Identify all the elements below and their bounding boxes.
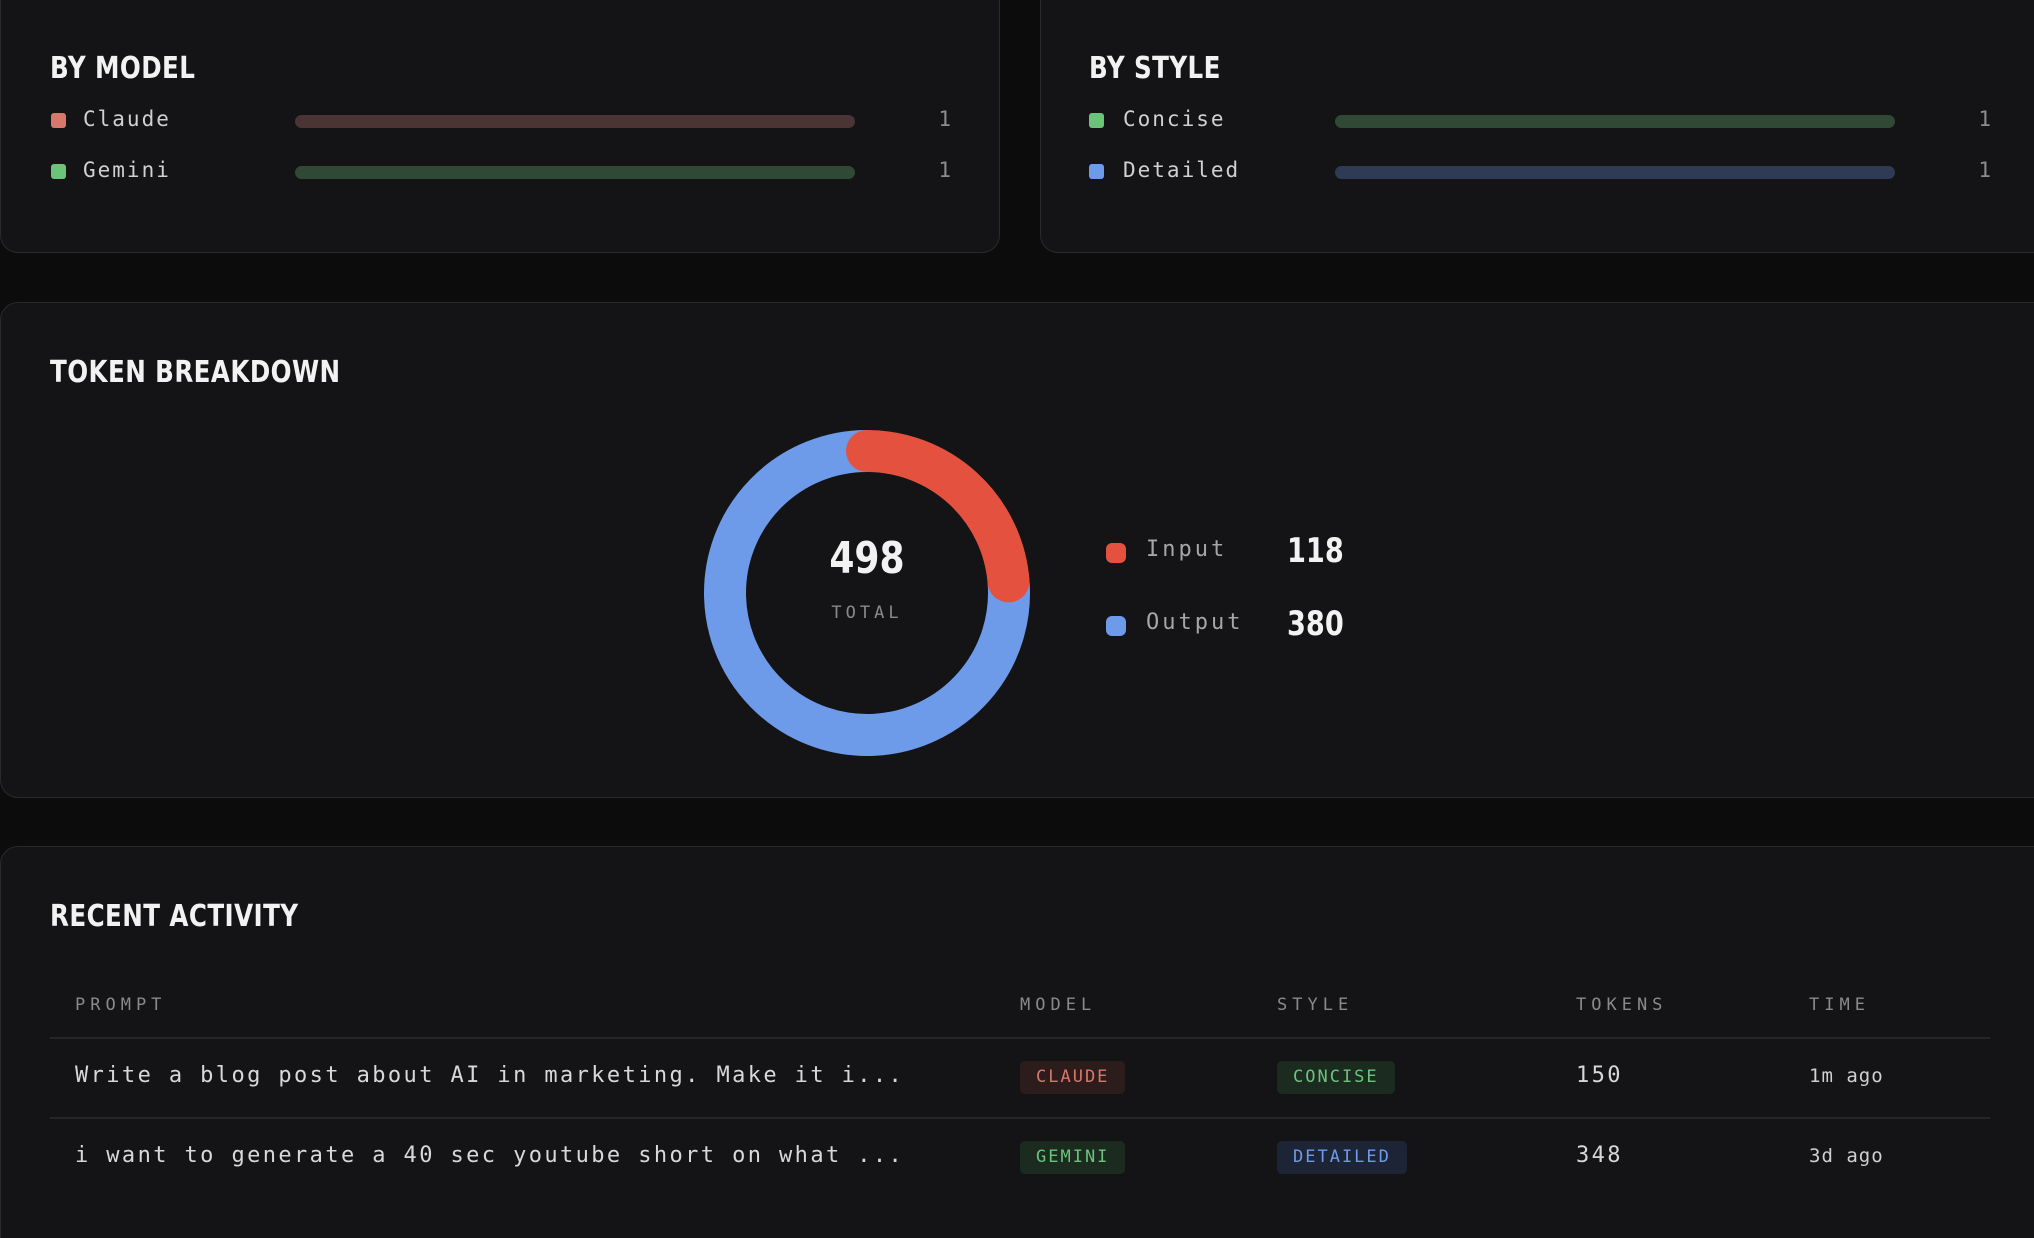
model-bar-track: [295, 166, 855, 179]
legend-output: Output 380: [1106, 604, 1406, 644]
input-color-dot: [1106, 543, 1126, 563]
donut-total-caption: TOTAL: [831, 603, 903, 623]
model-badge: GEMINI: [1020, 1141, 1126, 1174]
style-row-concise: Concise 1: [1041, 105, 2034, 135]
model-row-gemini: Gemini 1: [1, 156, 999, 186]
token-donut-chart: 498 TOTAL: [701, 427, 1033, 759]
style-label: Detailed: [1123, 158, 1241, 182]
by-style-card: BY STYLE Concise 1 Detailed 1: [1040, 0, 2034, 253]
time-cell: 1m ago: [1809, 1065, 1884, 1087]
table-divider: [50, 1037, 1990, 1039]
legend-value: 118: [1287, 531, 1344, 571]
model-label: Claude: [83, 107, 171, 131]
legend-label: Input: [1146, 537, 1228, 562]
donut-total-value: 498: [829, 533, 905, 584]
recent-activity-title: RECENT ACTIVITY: [50, 899, 299, 934]
concise-bar: [1335, 115, 1895, 128]
model-count: 1: [938, 158, 951, 182]
column-header-prompt[interactable]: PROMPT: [75, 995, 167, 1015]
legend-value: 380: [1287, 604, 1344, 644]
token-breakdown-card: TOKEN BREAKDOWN 498 TOTAL Input 118 Outp…: [0, 302, 2034, 798]
claude-bar: [295, 115, 855, 128]
model-row-claude: Claude 1: [1, 105, 999, 135]
gemini-bar: [295, 166, 855, 179]
model-count: 1: [938, 107, 951, 131]
style-badge: CONCISE: [1277, 1061, 1395, 1094]
token-breakdown-title: TOKEN BREAKDOWN: [50, 355, 341, 390]
column-header-style[interactable]: STYLE: [1277, 995, 1354, 1015]
by-model-title: BY MODEL: [50, 51, 196, 86]
time-cell: 3d ago: [1809, 1145, 1884, 1167]
prompt-cell: i want to generate a 40 sec youtube shor…: [75, 1143, 905, 1168]
style-label: Concise: [1123, 107, 1226, 131]
legend-input: Input 118: [1106, 531, 1406, 571]
by-model-card: BY MODEL Claude 1 Gemini 1: [0, 0, 1000, 253]
style-bar-track: [1335, 166, 1895, 179]
column-header-model[interactable]: MODEL: [1020, 995, 1097, 1015]
claude-color-dot: [51, 113, 66, 128]
donut-segment-output: [704, 430, 1030, 756]
output-color-dot: [1106, 616, 1126, 636]
column-header-time[interactable]: TIME: [1809, 995, 1870, 1015]
detailed-color-dot: [1089, 164, 1104, 179]
model-bar-track: [295, 115, 855, 128]
prompt-cell: Write a blog post about AI in marketing.…: [75, 1063, 905, 1088]
model-label: Gemini: [83, 158, 171, 182]
table-divider: [50, 1117, 1990, 1119]
style-badge: DETAILED: [1277, 1141, 1407, 1174]
column-header-tokens[interactable]: TOKENS: [1576, 995, 1668, 1015]
concise-color-dot: [1089, 113, 1104, 128]
recent-activity-card: RECENT ACTIVITY PROMPT MODEL STYLE TOKEN…: [0, 846, 2034, 1238]
donut-svg: [704, 430, 1030, 756]
style-row-detailed: Detailed 1: [1041, 156, 2034, 186]
detailed-bar: [1335, 166, 1895, 179]
style-count: 1: [1978, 107, 1991, 131]
style-bar-track: [1335, 115, 1895, 128]
legend-label: Output: [1146, 610, 1244, 635]
style-count: 1: [1978, 158, 1991, 182]
tokens-cell: 150: [1576, 1063, 1623, 1088]
model-badge: CLAUDE: [1020, 1061, 1126, 1094]
donut-segment-input: [846, 430, 1030, 603]
by-style-title: BY STYLE: [1089, 51, 1221, 86]
tokens-cell: 348: [1576, 1143, 1623, 1168]
gemini-color-dot: [51, 164, 66, 179]
